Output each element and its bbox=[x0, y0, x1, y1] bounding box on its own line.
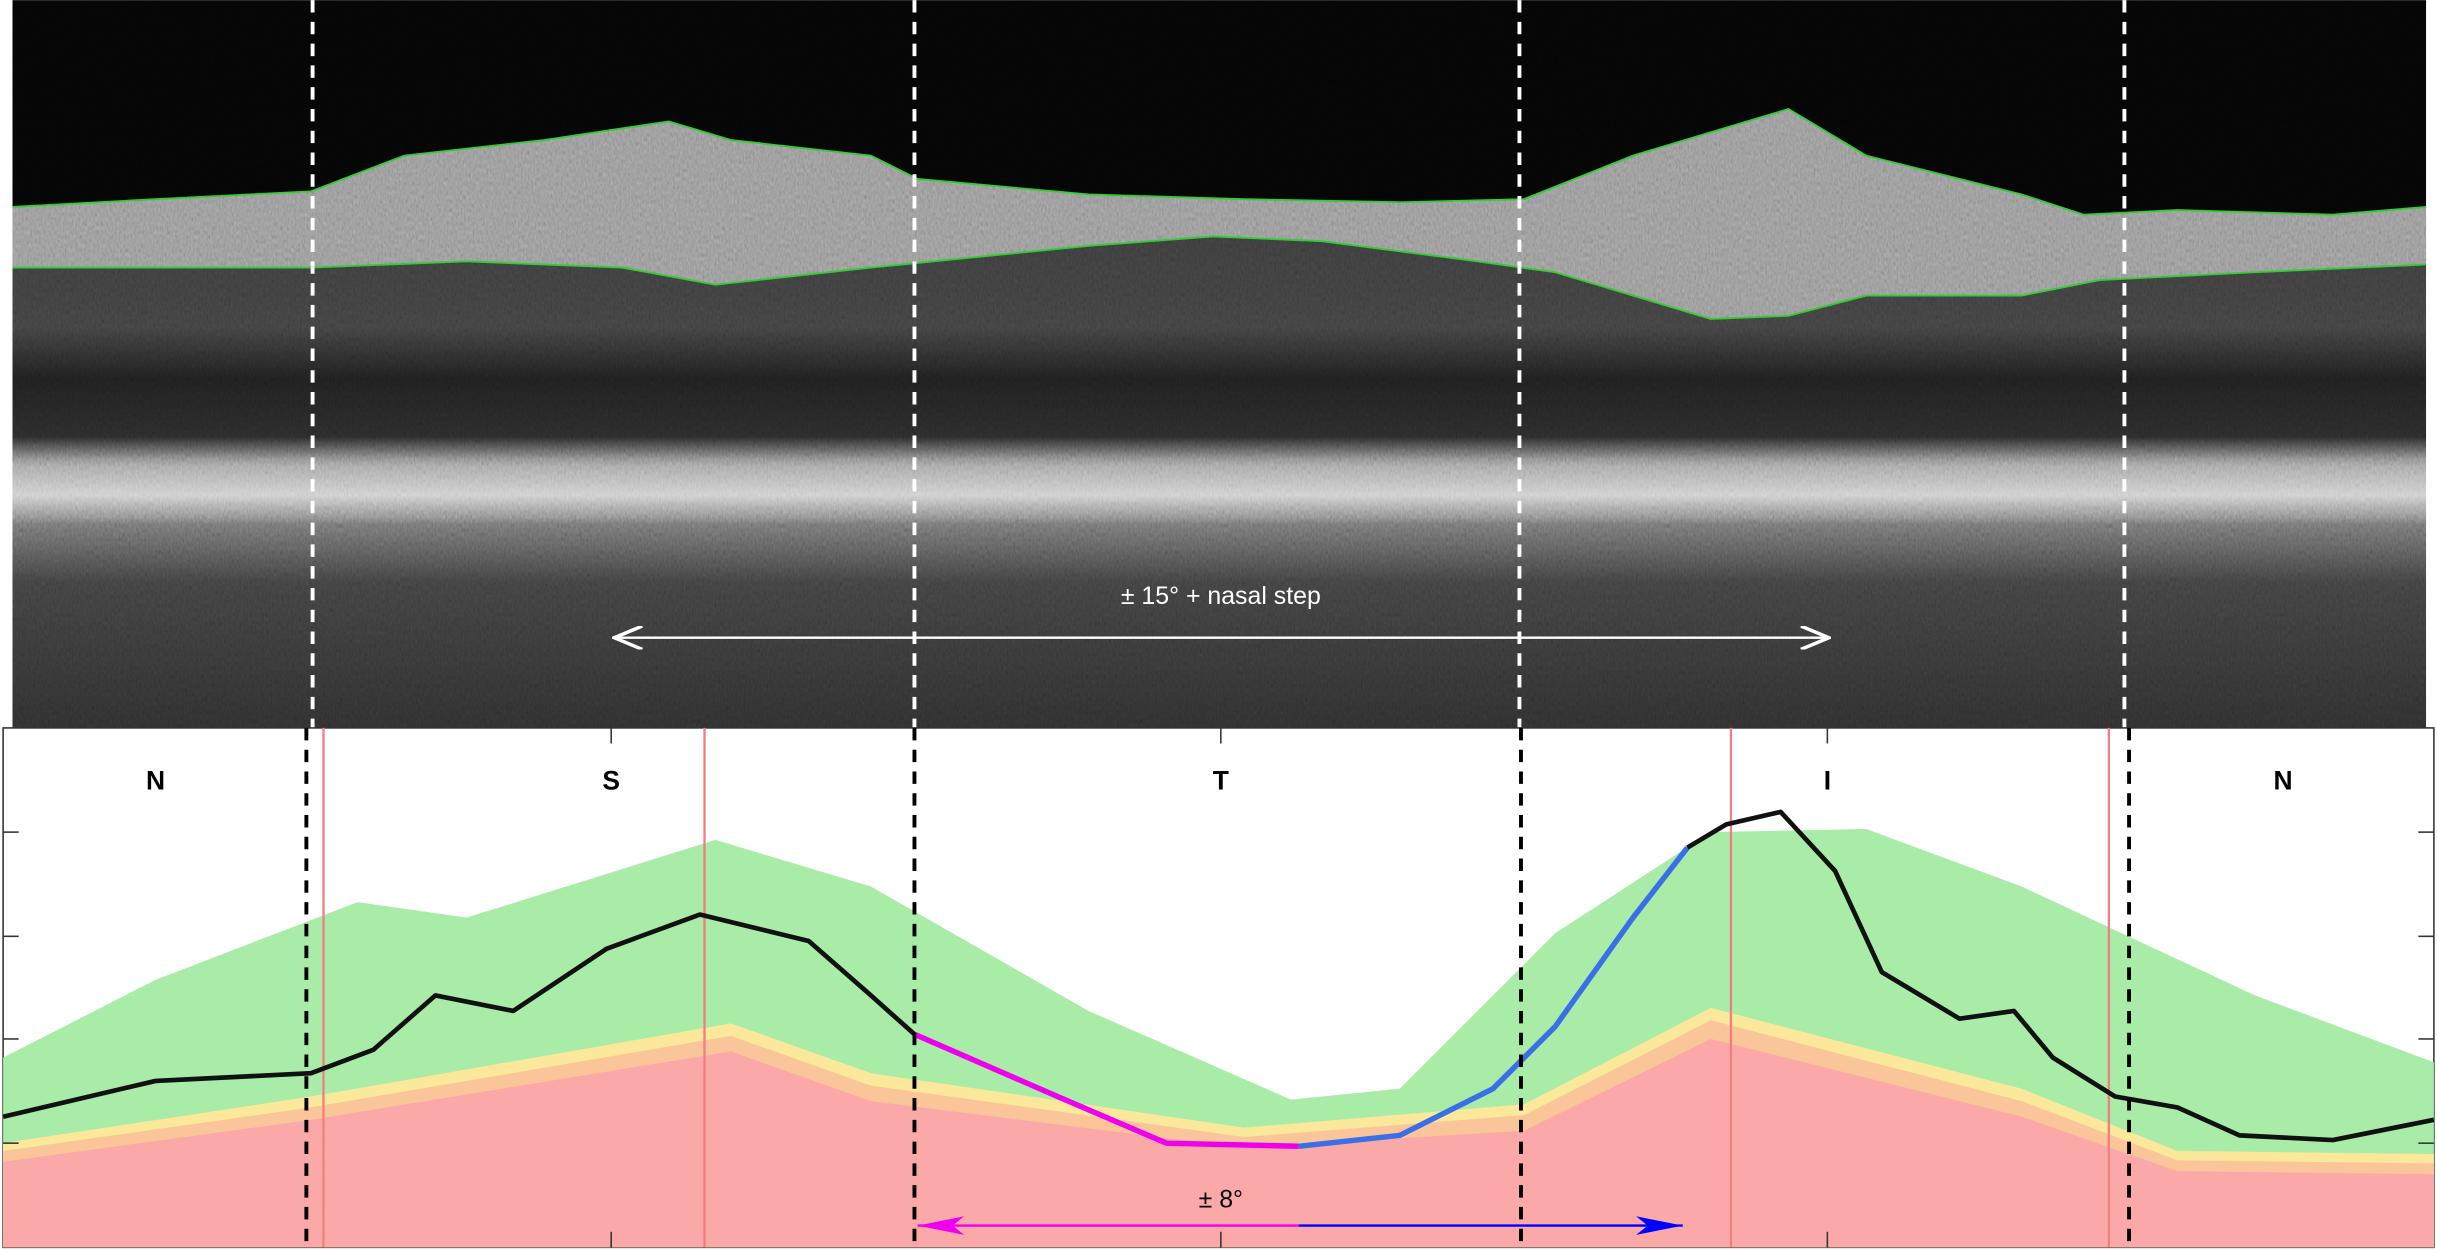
sector-label: S bbox=[602, 765, 620, 795]
profile-panel bbox=[2, 727, 2435, 1249]
oct-image bbox=[12, 0, 2427, 728]
sector-label: N bbox=[146, 765, 165, 795]
sector-label: T bbox=[1213, 765, 1229, 795]
sector-label: N bbox=[2273, 765, 2292, 795]
profile-annotation: ± 8° bbox=[1199, 1185, 1243, 1213]
sector-label: I bbox=[1824, 765, 1831, 795]
oct-annotation: ± 15° + nasal step bbox=[1121, 582, 1321, 610]
